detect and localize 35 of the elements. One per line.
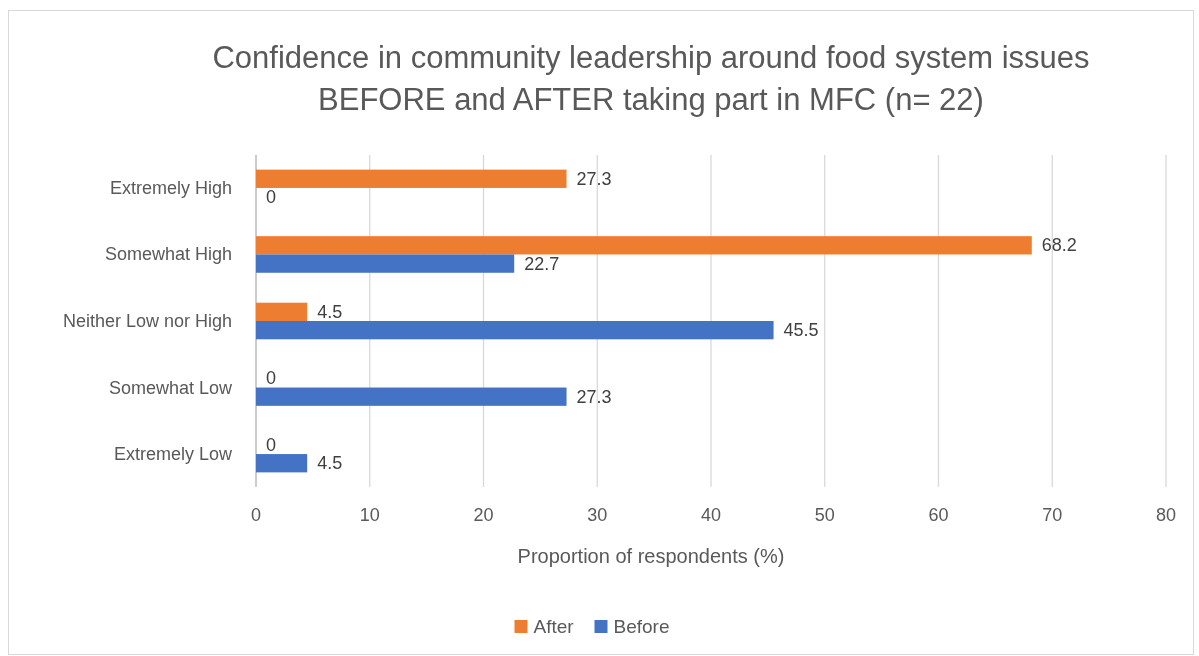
bar: [256, 454, 308, 473]
y-tick-label: Somewhat High: [104, 244, 232, 265]
y-tick-label: Extremely Low: [113, 444, 233, 465]
data-label: 22.7: [524, 253, 560, 274]
data-label: 4.5: [317, 301, 343, 322]
data-label: 4.5: [317, 453, 343, 474]
y-tick-label: Somewhat Low: [108, 377, 233, 398]
data-label: 68.2: [1041, 235, 1077, 256]
legend-label: Before: [613, 616, 670, 637]
x-tick-label: 50: [814, 505, 835, 525]
chart-title: Confidence in community leadership around food system issues BEFORE and AFTER taking part in MFC (n= 22): [212, 40, 1090, 117]
x-tick-label: 10: [359, 505, 380, 525]
x-tick-label: 0: [250, 505, 262, 525]
y-tick-label: Extremely High: [109, 177, 232, 198]
y-tick-label: Neither Low nor High: [62, 311, 232, 331]
bar: [256, 236, 1032, 255]
x-tick-label: 20: [473, 505, 494, 525]
legend-label: After: [533, 616, 575, 637]
x-axis-title: Proportion of respondents (%): [517, 545, 785, 567]
data-label: 0: [266, 187, 277, 208]
bar: [256, 387, 567, 406]
bar: [256, 169, 567, 188]
data-label: 0: [266, 368, 277, 389]
data-label: 45.5: [783, 320, 819, 341]
bar: [256, 302, 308, 321]
x-tick-label: 30: [587, 505, 608, 525]
data-label: 27.3: [576, 168, 612, 189]
x-tick-label: 80: [1155, 505, 1177, 525]
x-tick-label: 60: [928, 505, 949, 525]
data-label: 0: [266, 434, 277, 455]
bar: [256, 254, 515, 273]
x-tick-label: 70: [1042, 505, 1063, 525]
bar: [256, 321, 774, 340]
x-tick-label: 40: [700, 505, 722, 525]
data-label: 27.3: [576, 386, 612, 407]
